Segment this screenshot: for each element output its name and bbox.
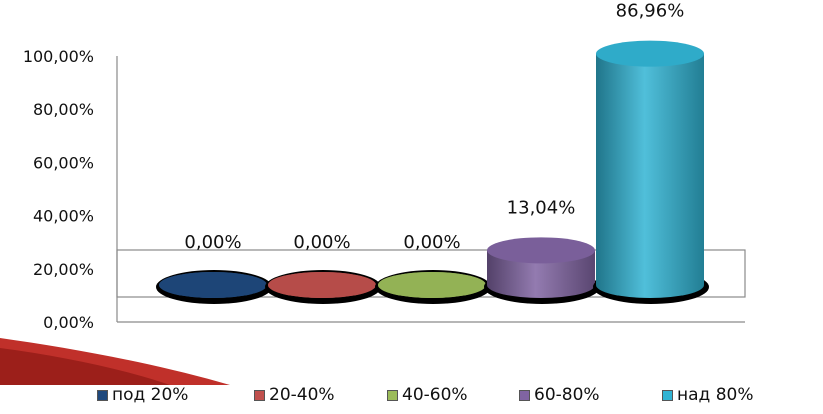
data-label: 0,00% [403, 232, 460, 253]
legend-swatch [519, 389, 530, 401]
legend-item: 60-80% [519, 385, 600, 405]
legend-swatch [97, 389, 108, 401]
legend-label: 60-80% [534, 385, 600, 405]
bar-5 [593, 40, 709, 304]
legend-label: 20-40% [269, 385, 335, 405]
y-tick-label: 80,00% [33, 100, 94, 119]
bar-top [487, 237, 595, 264]
bar-4 [484, 237, 600, 304]
decorative-swoosh-shade [0, 348, 170, 385]
y-tick-label: 60,00% [33, 153, 94, 172]
legend-label: 40-60% [402, 385, 468, 405]
y-tick-label: 0,00% [43, 313, 94, 332]
bar-1 [156, 270, 272, 304]
legend-item: 40-60% [387, 385, 468, 405]
legend-swatch [387, 389, 398, 401]
legend-item: над 80% [662, 385, 753, 405]
data-label: 13,04% [507, 197, 576, 218]
bar-body [487, 250, 595, 298]
bar-top [596, 40, 704, 67]
legend-label: над 80% [677, 385, 754, 405]
bar-top [159, 272, 267, 298]
y-tick-label: 100,00% [23, 47, 94, 66]
bar-top [378, 272, 486, 298]
y-tick-label: 20,00% [33, 260, 94, 279]
chart-svg: 0,00% 20,00% 40,00% 60,00% 80,00% 100,00% 0,0… [0, 1, 746, 385]
data-label: 0,00% [184, 232, 241, 253]
bar-top [268, 272, 376, 298]
legend-item: под 20% [97, 385, 188, 405]
bar-3 [375, 270, 491, 304]
data-label: 0,00% [293, 232, 350, 253]
legend-swatch [662, 389, 673, 401]
legend: под 20% 20-40% 40-60% 60-80% над 80% [0, 385, 823, 414]
legend-swatch [254, 389, 265, 401]
bar-2 [265, 270, 381, 304]
legend-label: под 20% [112, 385, 189, 405]
legend-item: 20-40% [254, 385, 335, 405]
bar-body [596, 53, 704, 298]
data-label: 86,96% [616, 1, 685, 22]
y-tick-label: 40,00% [33, 207, 94, 226]
